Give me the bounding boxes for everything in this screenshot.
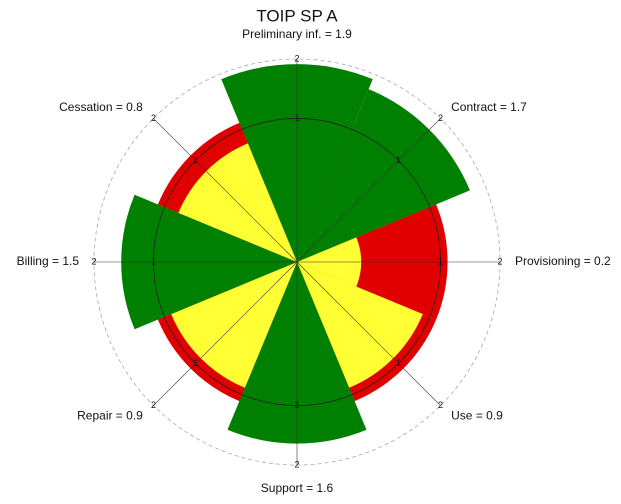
r-tick-label: 1 [193,155,198,165]
chart-title: TOIP SP A [256,6,338,25]
r-tick-label: 1 [193,358,198,368]
category-label: Preliminary inf. = 1.9 [242,27,352,41]
r-tick-label: 1 [438,256,443,266]
r-tick-label: 2 [91,256,96,266]
spoke [296,118,441,263]
r-tick-label: 1 [294,400,299,410]
r-tick-label: 2 [438,113,443,123]
r-tick-label: 1 [396,358,401,368]
category-label: Contract = 1.7 [451,100,527,114]
category-label: Billing = 1.5 [17,254,80,268]
category-label: Use = 0.9 [451,408,503,422]
r-tick-label: 1 [294,113,299,123]
category-label: Provisioning = 0.2 [515,254,611,268]
r-tick-label: 2 [497,256,502,266]
spoke [153,261,298,406]
r-tick-label: 2 [151,113,156,123]
category-label: Cessation = 0.8 [59,100,143,114]
r-tick-label: 2 [294,459,299,469]
r-tick-label: 2 [151,400,156,410]
r-tick-label: 1 [396,155,401,165]
r-tick-label: 2 [438,400,443,410]
category-label: Support = 1.6 [261,481,334,495]
spoke [296,261,441,406]
r-tick-label: 1 [151,256,156,266]
r-tick-label: 2 [294,53,299,63]
spoke [153,118,298,263]
category-label: Repair = 0.9 [77,408,143,422]
